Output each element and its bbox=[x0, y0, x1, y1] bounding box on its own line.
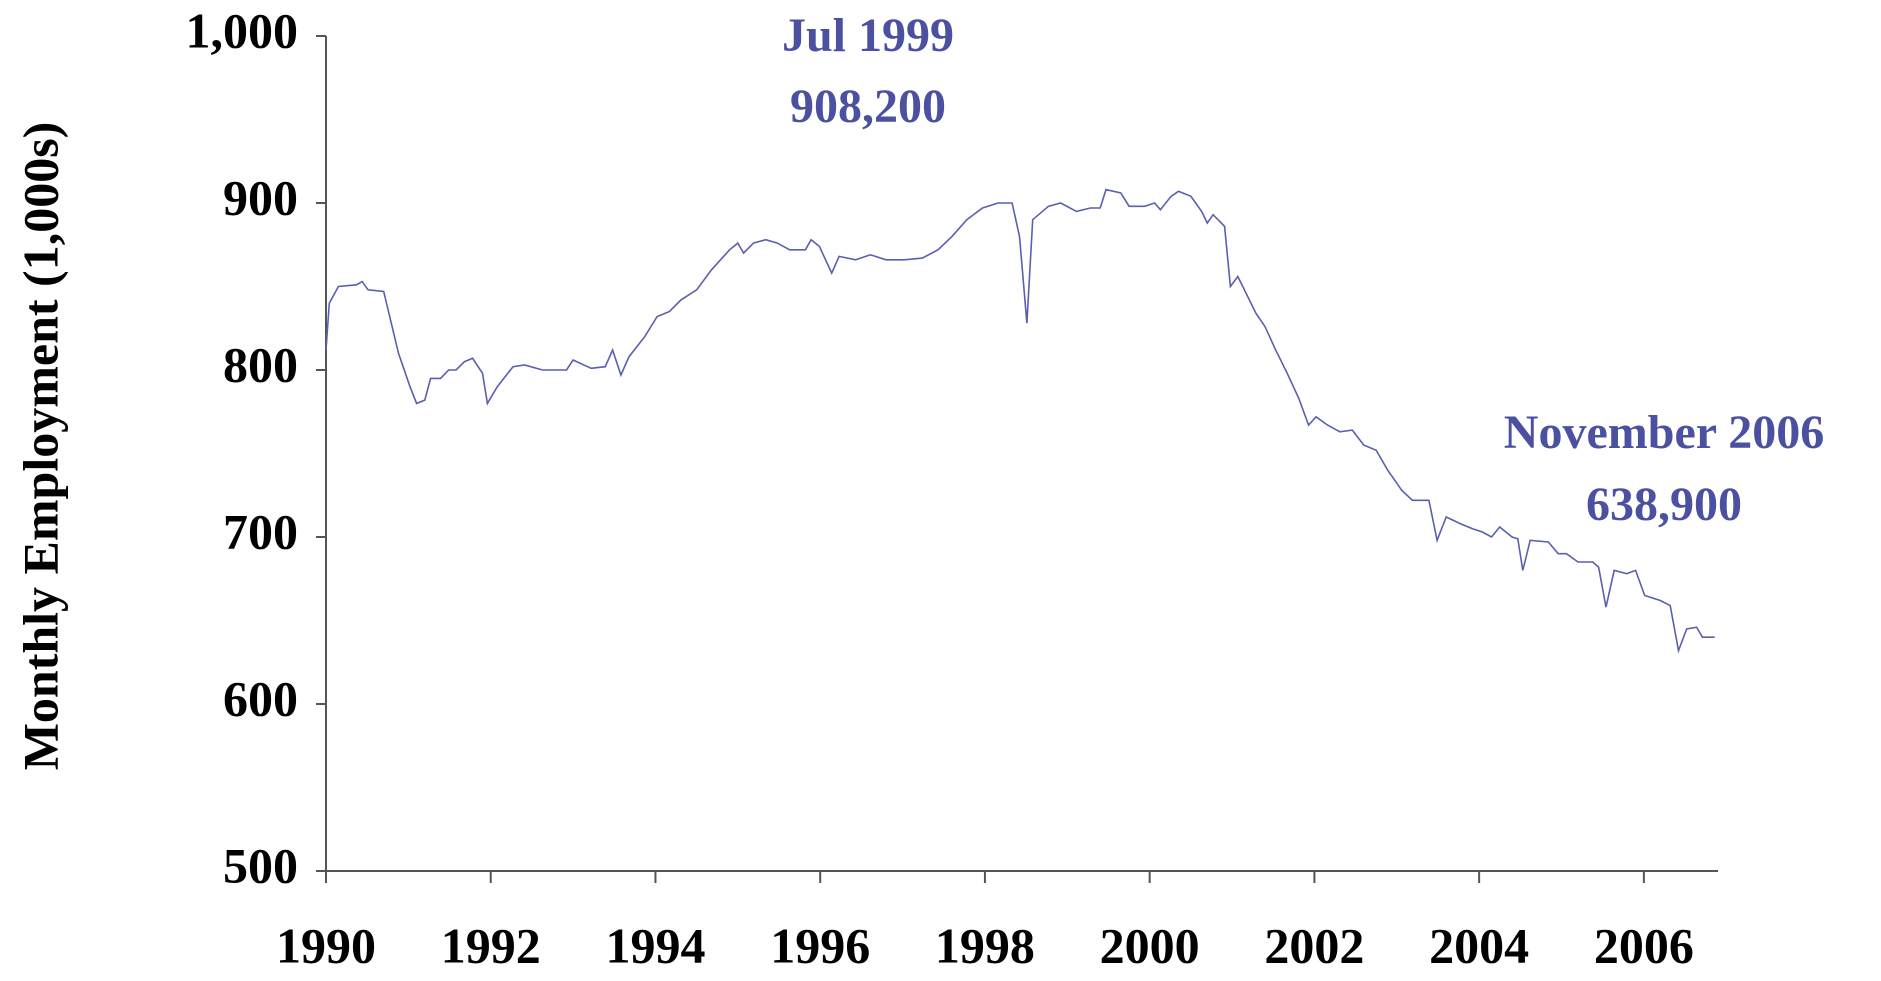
x-tick-label: 2006 bbox=[1594, 917, 1694, 973]
x-tick-label: 2004 bbox=[1429, 917, 1529, 973]
line bbox=[325, 188, 1715, 654]
y-axis-title: Monthly Employment (1,000s) bbox=[12, 122, 68, 771]
y-tick-label: 600 bbox=[223, 670, 298, 726]
x-tick-label: 1992 bbox=[441, 917, 541, 973]
y-tick-label: 500 bbox=[223, 837, 298, 893]
y-tick-label: 800 bbox=[223, 336, 298, 392]
x-tick-label: 2002 bbox=[1264, 917, 1364, 973]
y-tick-label: 1,000 bbox=[186, 2, 299, 58]
annotation: 908,200 bbox=[790, 80, 946, 133]
x-tick-label: 1998 bbox=[935, 917, 1035, 973]
x-tick-label: 1996 bbox=[770, 917, 870, 973]
x-tick-label: 1994 bbox=[605, 917, 705, 973]
y-tick-label: 700 bbox=[223, 503, 298, 559]
x-tick-label: 1990 bbox=[276, 917, 376, 973]
annotation: November 2006 bbox=[1504, 406, 1824, 459]
annotation: Jul 1999 bbox=[782, 9, 954, 62]
y-tick-label: 900 bbox=[223, 169, 298, 225]
annotation: 638,900 bbox=[1586, 478, 1742, 531]
x-tick-label: 2000 bbox=[1100, 917, 1200, 973]
